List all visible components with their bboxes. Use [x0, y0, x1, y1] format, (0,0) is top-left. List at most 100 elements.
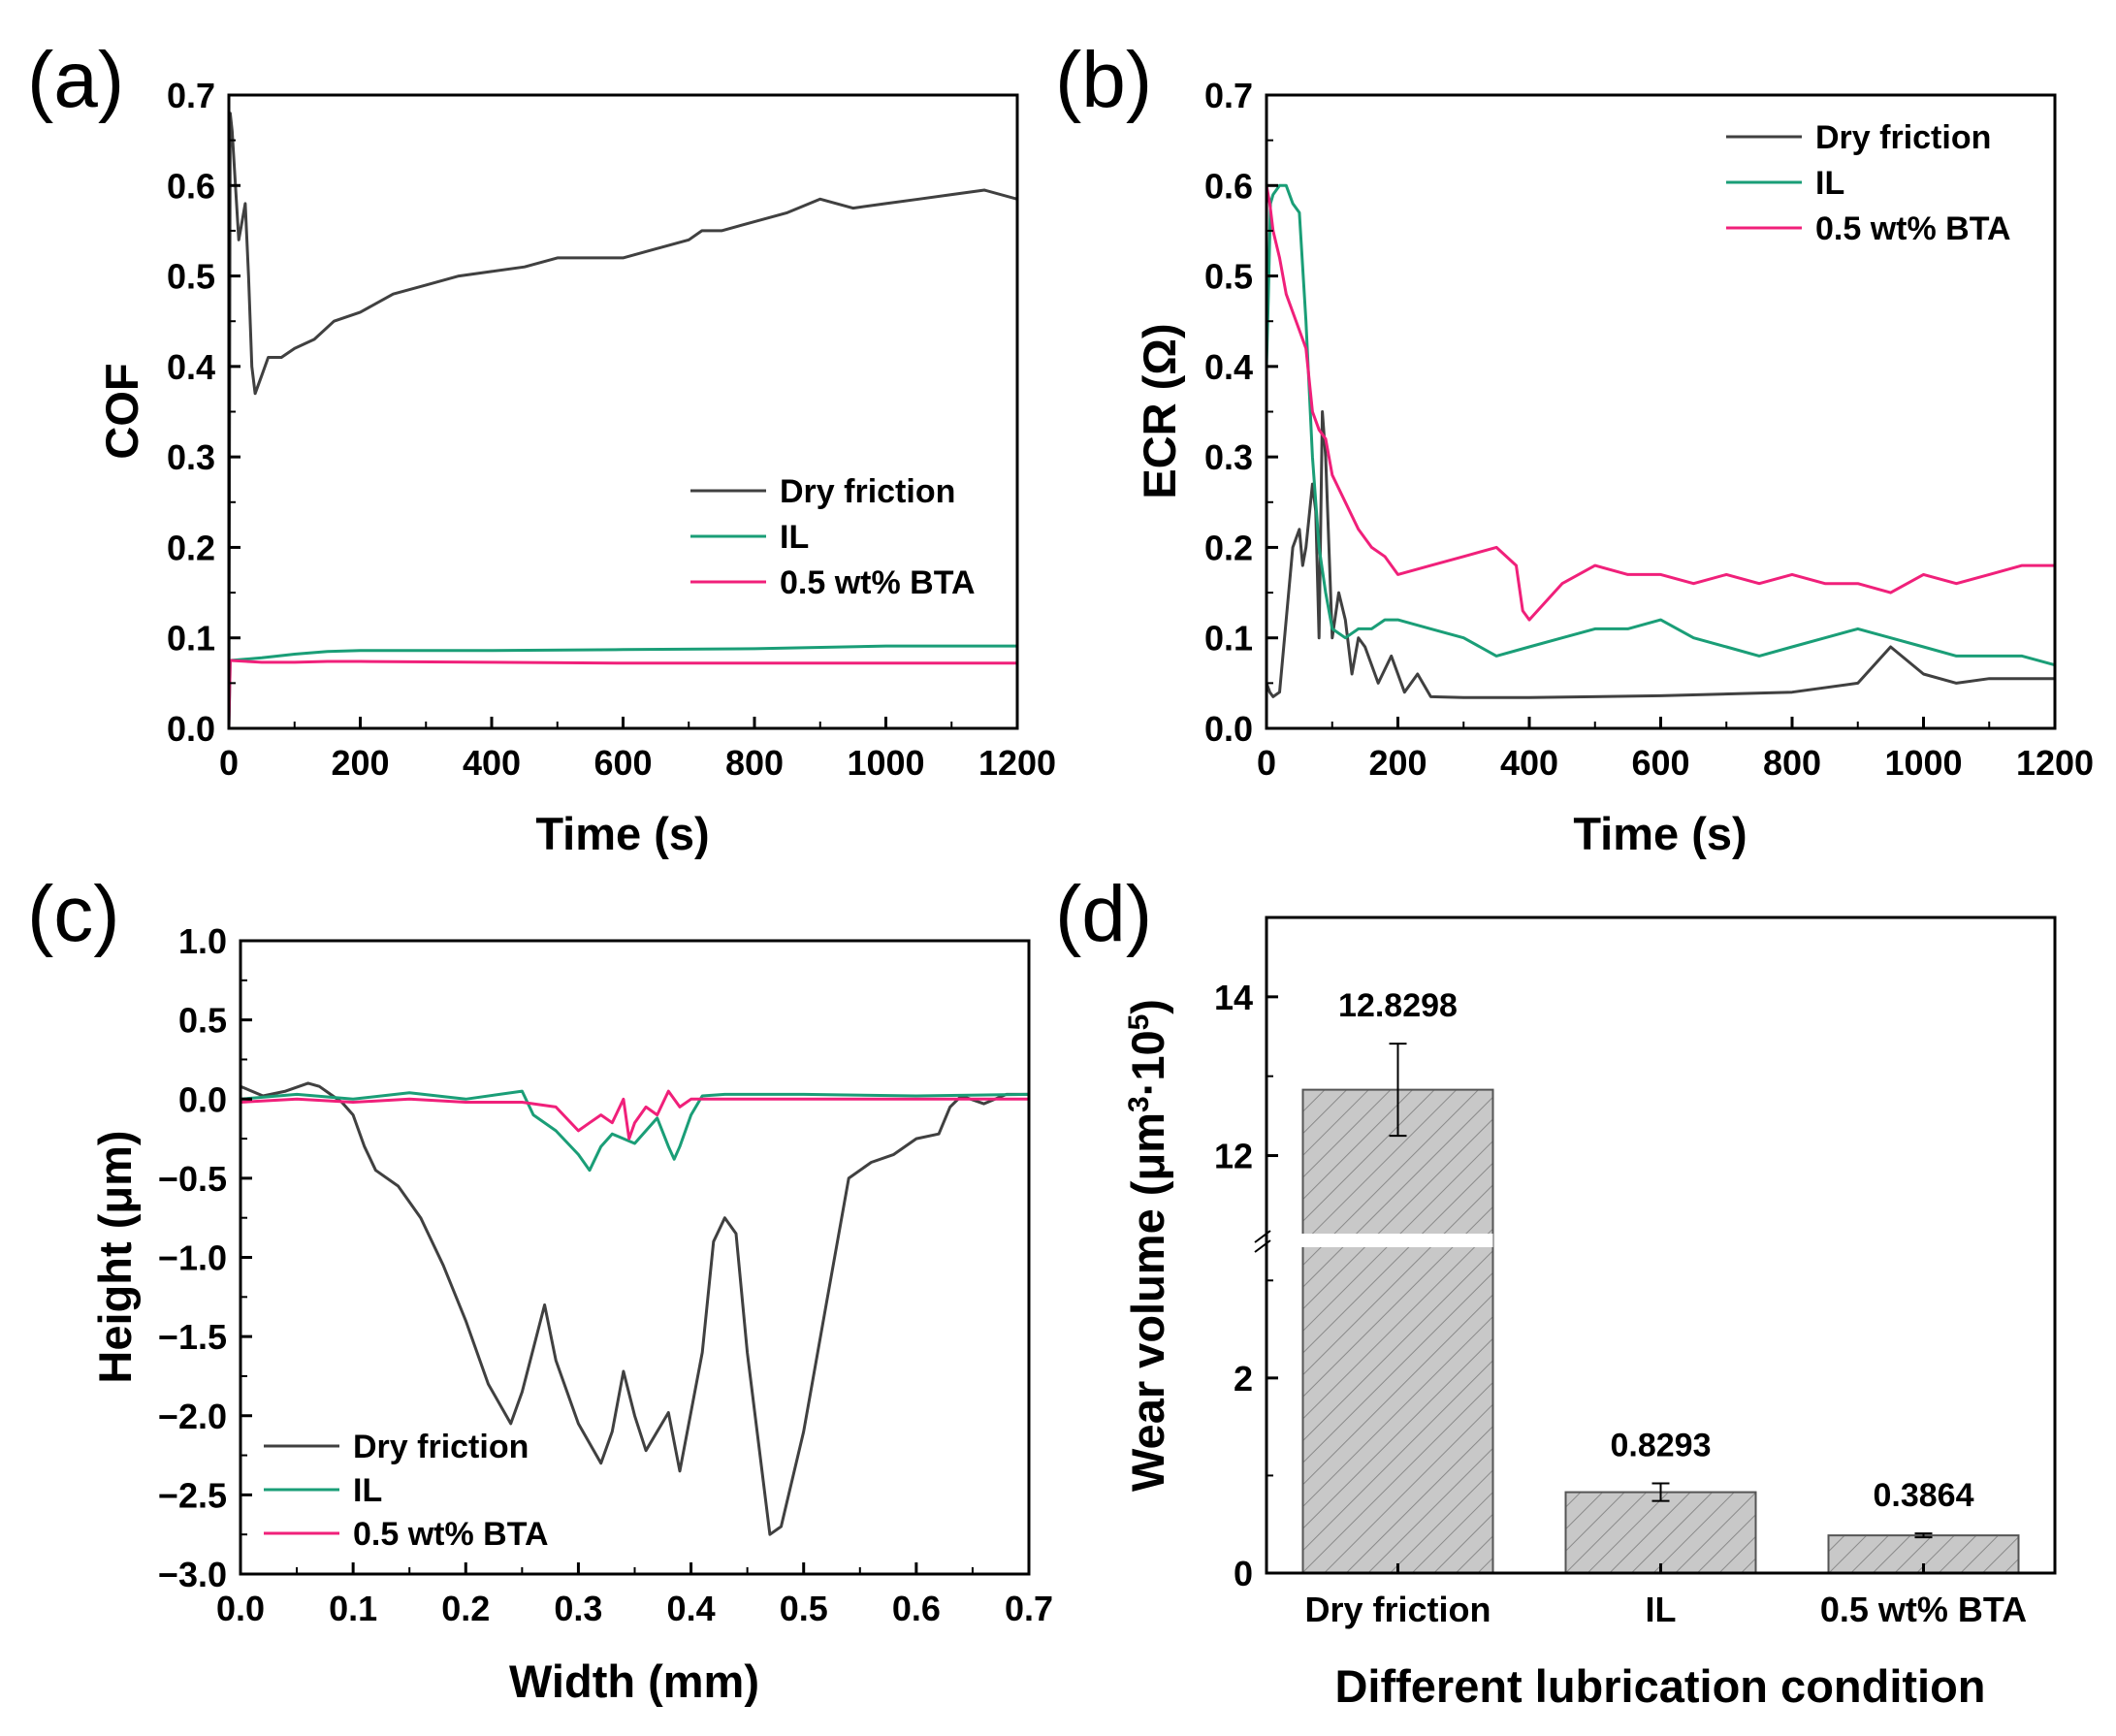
panel-c-y-tick-label: −2.5	[158, 1475, 227, 1515]
panel-b-x-tick-label: 1000	[1884, 743, 1962, 783]
panel-b-y-axis-title: ECR (Ω)	[1134, 323, 1185, 498]
panel-c-y-tick-label: 1.0	[178, 921, 227, 961]
panel-a-plot-frame	[227, 93, 1019, 730]
panel-c-y-tick-label: −2.0	[158, 1397, 227, 1436]
panel-a-x-tick-label: 200	[331, 743, 389, 783]
panel-a-y-tick-label: 0.6	[167, 166, 215, 206]
bar-value-label-2: 0.3864	[1874, 1477, 1974, 1514]
panel-b-y-tick-label: 0.7	[1204, 76, 1253, 115]
panel-a-series-line-0	[227, 112, 1018, 729]
panel-b-y-tick-label: 0.5	[1204, 257, 1253, 297]
panel-b-x-tick-label: 400	[1500, 743, 1558, 783]
panel-c-x-tick-label: 0.5	[780, 1589, 828, 1628]
panel-a-y-tick-label: 0.4	[167, 347, 215, 387]
panel-b-series-line-2	[1265, 185, 2055, 622]
panel-a-y-tick-label: 0.2	[167, 528, 215, 567]
panel-b-plot-frame	[1265, 93, 2057, 730]
panel-b-x-tick-label: 200	[1368, 743, 1427, 783]
panel-b-x-tick-label: 600	[1631, 743, 1689, 783]
panel-c-y-axis-title: Height (μm)	[89, 1130, 141, 1383]
panel-a-legend-label-1: IL	[780, 519, 809, 556]
panel-a-series	[227, 112, 1018, 729]
panel-b-ecr-chart: (b) 0 200 400 600 800 1000 1200 0.0 0.1 0.2 0.3 0.4…	[1055, 36, 2094, 859]
panel-c-x-tick-label: 0.2	[441, 1589, 490, 1628]
panel-d-y-axis-title: Wear volume (μm3·105)	[1122, 999, 1173, 1492]
panel-d-y-tick-label: 12	[1214, 1137, 1253, 1176]
panel-c-x-tick-label: 0.1	[329, 1589, 377, 1628]
panel-c-y-tick-label: 0.0	[178, 1079, 227, 1119]
panel-a-legend: Dry friction IL 0.5 wt% BTA	[690, 473, 976, 601]
panel-c-legend-label-0: Dry friction	[353, 1429, 529, 1465]
panel-d-wear-volume-chart: (d) 12.8298 Dry friction 0.8293 IL 0.3864 0.5…	[1055, 870, 2057, 1712]
panel-c-x-tick-label: 0.7	[1005, 1589, 1053, 1628]
panel-b-legend-label-2: 0.5 wt% BTA	[1815, 210, 2011, 247]
panel-a-legend-label-0: Dry friction	[780, 473, 955, 510]
panel-b-legend-label-0: Dry friction	[1815, 119, 1991, 156]
panel-c-y-tick-label: −0.5	[158, 1159, 227, 1199]
panel-b-legend: Dry friction IL 0.5 wt% BTA	[1726, 119, 2011, 247]
panel-c-y-tick-label: −1.0	[158, 1238, 227, 1278]
panel-a-x-tick-label: 800	[725, 743, 784, 783]
panel-b-legend-label-1: IL	[1815, 165, 1844, 202]
panel-b-ticks: 0 200 400 600 800 1000 1200 0.0 0.1 0.2 0.3 0.4 0.5 0…	[1204, 76, 2094, 783]
panel-a-cof-chart: (a) 0 200 400 600 800 1000 1200 0.0 0.1 0.2 0.3 0.4…	[27, 36, 1056, 859]
panel-c-profile-chart: (c) 0.0 0.1 0.2 0.3 0.4 0.5 0.6 0.7 −3.0 −2.5 −2.0…	[27, 870, 1053, 1707]
panel-c-x-axis-title: Width (mm)	[509, 1656, 759, 1707]
panel-b-series-line-1	[1265, 183, 2056, 667]
panel-c-legend-label-1: IL	[353, 1472, 382, 1509]
panel-c-y-tick-label: −1.5	[158, 1317, 227, 1357]
panel-a-y-tick-label: 0.0	[167, 709, 215, 749]
panel-a-x-tick-label: 400	[463, 743, 521, 783]
panel-c-series	[240, 1081, 1030, 1536]
panel-c-x-tick-label: 0.4	[667, 1589, 716, 1628]
bar-category-label-2: 0.5 wt% BTA	[1820, 1590, 2027, 1629]
panel-c-y-tick-label: 0.5	[178, 1001, 227, 1041]
panel-c-series-line-0	[240, 1081, 1029, 1536]
panel-a-x-tick-label: 0	[219, 743, 239, 783]
panel-b-series	[1265, 183, 2056, 699]
panel-a-x-tick-label: 1000	[847, 743, 924, 783]
panel-a-series-line-2	[227, 659, 1017, 729]
panel-a-x-tick-label: 1200	[978, 743, 1056, 783]
panel-c-y-tick-label: −3.0	[158, 1555, 227, 1594]
panel-b-y-tick-label: 0.6	[1204, 166, 1253, 206]
panel-b-x-tick-label: 800	[1763, 743, 1821, 783]
bar-1	[1564, 1491, 1757, 1574]
panel-b-y-tick-label: 0.0	[1204, 709, 1253, 749]
panel-a-ticks: 0 200 400 600 800 1000 1200 0.0 0.1 0.2 0.3 0.4 0.5 0…	[167, 76, 1056, 783]
axis-break-gap	[1261, 1234, 1493, 1247]
panel-a-x-axis-title: Time (s)	[535, 808, 709, 859]
panel-a-legend-label-2: 0.5 wt% BTA	[780, 564, 976, 601]
panel-a-y-axis-title: COF	[96, 363, 147, 459]
bar-category-label-1: IL	[1646, 1590, 1677, 1629]
panel-d-y-tick-label: 2	[1234, 1359, 1253, 1398]
panel-c-series-line-1	[240, 1089, 1030, 1173]
panel-d-y-tick-label: 0	[1234, 1554, 1253, 1593]
panel-a-x-tick-label: 600	[593, 743, 652, 783]
bar-0	[1301, 1088, 1494, 1575]
panel-a-y-tick-label: 0.1	[167, 619, 215, 659]
panel-d-plot-frame	[1265, 916, 2057, 1575]
panel-b-x-axis-title: Time (s)	[1573, 808, 1747, 859]
panel-d-ticks: 0 2 12 14	[1214, 978, 1278, 1593]
panel-b-y-tick-label: 0.2	[1204, 528, 1253, 567]
bar-category-label-0: Dry friction	[1304, 1590, 1491, 1629]
panel-b-series-line-0	[1265, 410, 2055, 699]
panel-b-x-tick-label: 0	[1257, 743, 1276, 783]
panel-b-y-tick-label: 0.4	[1204, 347, 1253, 387]
panel-a-y-tick-label: 0.5	[167, 257, 215, 297]
panel-c-x-tick-label: 0.3	[554, 1589, 602, 1628]
panel-c-x-tick-label: 0.0	[216, 1589, 265, 1628]
panel-c-series-line-2	[240, 1089, 1029, 1141]
panel-a-label: (a)	[27, 36, 124, 124]
panel-d-x-axis-title: Different lubrication condition	[1334, 1660, 1985, 1712]
panel-c-label: (c)	[27, 870, 120, 958]
panel-b-label: (b)	[1055, 36, 1152, 124]
panel-d-bars: 12.8298 Dry friction 0.8293 IL 0.3864 0.5 wt%…	[1254, 987, 2027, 1629]
panel-b-y-tick-label: 0.3	[1204, 437, 1253, 477]
panel-a-y-tick-label: 0.3	[167, 437, 215, 477]
bar-value-label-0: 12.8298	[1338, 987, 1458, 1024]
panel-c-legend-label-2: 0.5 wt% BTA	[353, 1516, 549, 1553]
panel-c-legend: Dry friction IL 0.5 wt% BTA	[264, 1429, 549, 1553]
